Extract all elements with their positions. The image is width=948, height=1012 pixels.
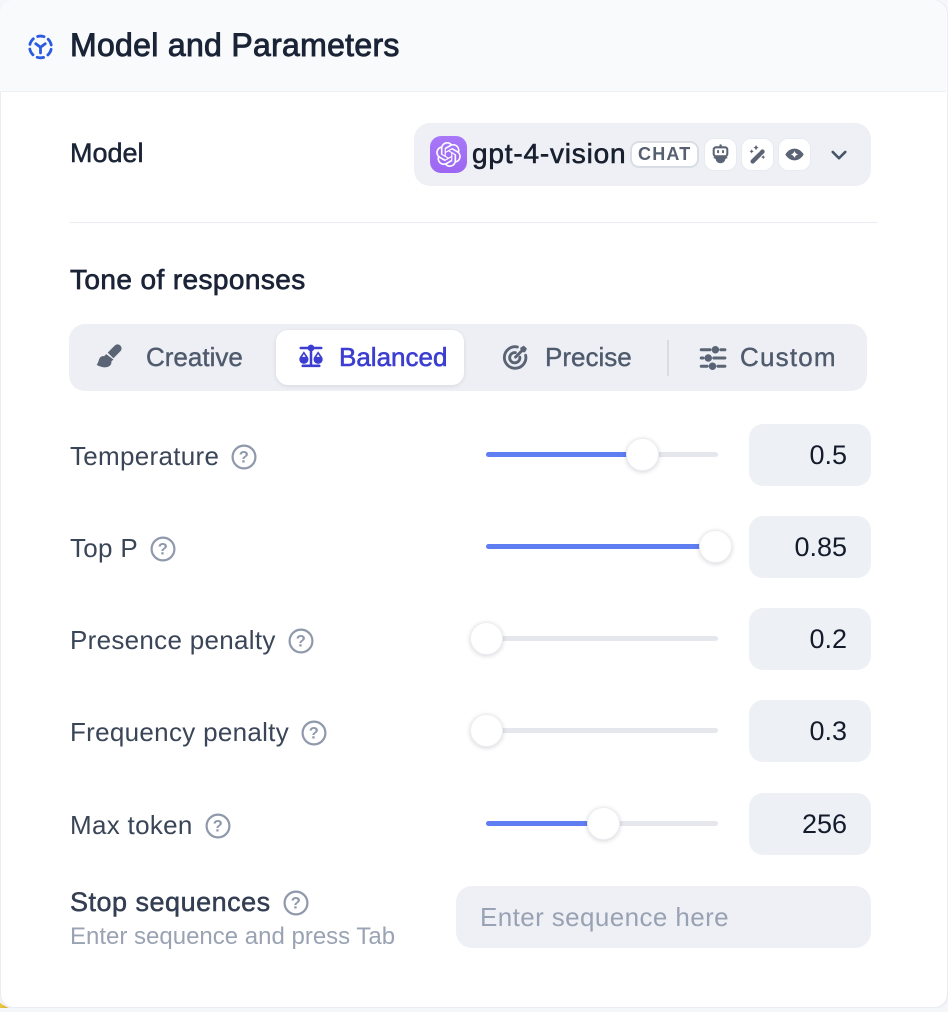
svg-text:?: ? [212, 817, 222, 835]
svg-text:?: ? [290, 894, 301, 912]
svg-text:?: ? [239, 448, 249, 466]
svg-text:?: ? [158, 540, 168, 558]
svg-text:?: ? [309, 724, 319, 742]
svg-text:?: ? [296, 632, 306, 650]
